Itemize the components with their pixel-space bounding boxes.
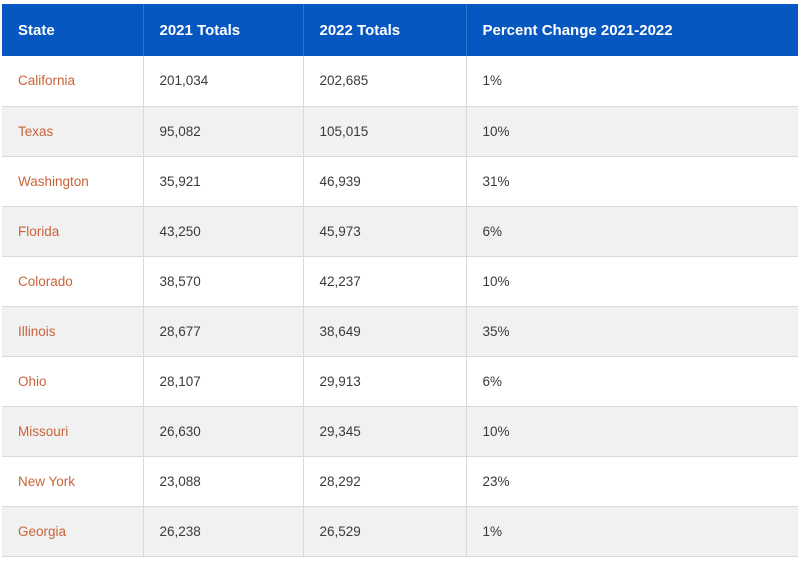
cell-2021-totals: 23,088 [143, 456, 304, 506]
table-row: California 201,034 202,685 1% [2, 56, 798, 106]
cell-state: California [2, 56, 144, 106]
cell-percent-change: 35% [482, 323, 510, 339]
cell-2021-totals: 26,630 [143, 406, 304, 456]
cell-state: Texas [2, 106, 144, 156]
table-row: Florida 43,250 45,973 6% [2, 206, 798, 256]
table-row: Colorado 38,570 42,237 10% [2, 256, 798, 306]
cell-2022-totals: 105,015 [303, 106, 467, 156]
cell-state: Ohio [2, 356, 144, 406]
cell-2022-totals: 29,345 [303, 406, 467, 456]
table-row: Missouri 26,630 29,345 10% [2, 406, 798, 456]
cell-state: Missouri [2, 406, 144, 456]
cell-percent-change: 10% [482, 273, 510, 289]
cell-percent-change: 1% [482, 73, 503, 89]
column-header-2022-totals: 2022 Totals [303, 4, 467, 56]
column-header-percent-change: Percent Change 2021-2022 [482, 21, 673, 39]
cell-2022-totals: 42,237 [303, 256, 467, 306]
cell-state: Washington [2, 156, 144, 206]
cell-2022-totals: 202,685 [303, 56, 467, 106]
cell-state: Georgia [2, 506, 144, 556]
table-row: Washington 35,921 46,939 31% [2, 156, 798, 206]
cell-2022-totals: 26,529 [303, 506, 467, 556]
state-totals-table: State 2021 Totals 2022 Totals Percent Ch… [2, 4, 798, 557]
cell-state: New York [2, 456, 144, 506]
cell-2022-totals: 46,939 [303, 156, 467, 206]
state-totals-table-container: State 2021 Totals 2022 Totals Percent Ch… [2, 4, 798, 560]
cell-percent-change: 6% [482, 223, 503, 239]
column-header-2021-totals: 2021 Totals [143, 4, 304, 56]
cell-percent-change: 6% [482, 373, 503, 389]
cell-2022-totals: 28,292 [303, 456, 467, 506]
cell-2021-totals: 35,921 [143, 156, 304, 206]
cell-2022-totals: 29,913 [303, 356, 467, 406]
cell-2021-totals: 43,250 [143, 206, 304, 256]
cell-state: Florida [2, 206, 144, 256]
cell-percent-change: 31% [482, 173, 510, 189]
header-row: State 2021 Totals 2022 Totals Percent Ch… [2, 4, 798, 56]
table-row: Illinois 28,677 38,649 35% [2, 306, 798, 356]
table-row: Ohio 28,107 29,913 6% [2, 356, 798, 406]
cell-percent-change: 1% [482, 523, 503, 539]
cell-percent-change: 10% [482, 423, 510, 439]
cell-percent-change: 10% [482, 123, 510, 139]
table-row: Texas 95,082 105,015 10% [2, 106, 798, 156]
cell-2021-totals: 26,238 [143, 506, 304, 556]
table-row: Georgia 26,238 26,529 1% [2, 506, 798, 556]
cell-2021-totals: 38,570 [143, 256, 304, 306]
cell-2021-totals: 201,034 [143, 56, 304, 106]
table-header: State 2021 Totals 2022 Totals Percent Ch… [2, 4, 798, 56]
table-row: New York 23,088 28,292 23% [2, 456, 798, 506]
table-body: California 201,034 202,685 1% Texas 95,082 105… [2, 56, 798, 556]
cell-percent-change: 23% [482, 473, 510, 489]
cell-2022-totals: 38,649 [303, 306, 467, 356]
cell-2021-totals: 95,082 [143, 106, 304, 156]
cell-2021-totals: 28,107 [143, 356, 304, 406]
cell-2021-totals: 28,677 [143, 306, 304, 356]
cell-state: Illinois [2, 306, 144, 356]
column-header-state: State [2, 4, 144, 56]
cell-state: Colorado [2, 256, 144, 306]
cell-2022-totals: 45,973 [303, 206, 467, 256]
